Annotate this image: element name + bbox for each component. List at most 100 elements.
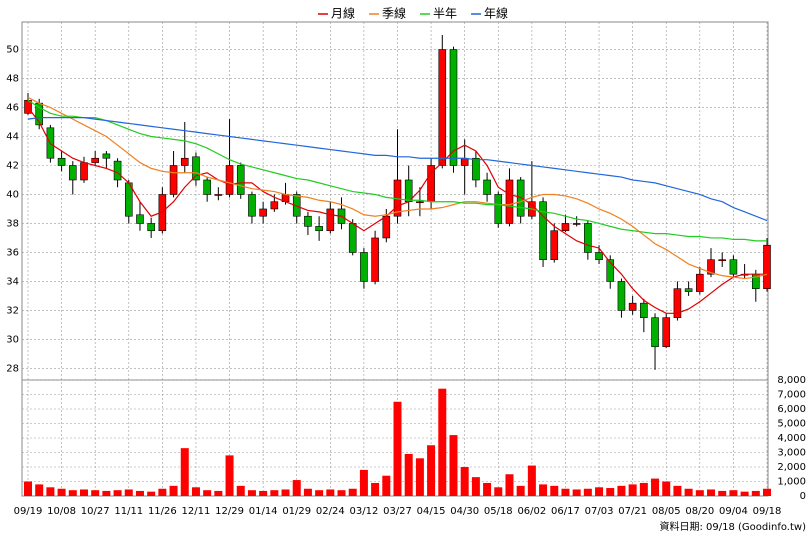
- volume-bar: [695, 490, 704, 496]
- volume-bar: [236, 485, 245, 496]
- volume-tick-label: 7,000: [777, 390, 806, 401]
- volume-bar: [718, 490, 727, 496]
- x-tick-label: 02/24: [316, 506, 345, 517]
- volume-tick-label: 2,000: [777, 462, 806, 473]
- volume-bar: [46, 487, 55, 496]
- candle-body: [315, 226, 323, 232]
- candle-body: [606, 259, 615, 282]
- volume-bar: [483, 482, 492, 496]
- x-tick-label: 07/21: [618, 506, 647, 517]
- volume-bar: [707, 489, 716, 496]
- volume-bar: [572, 489, 581, 496]
- x-tick-label: 12/11: [182, 506, 211, 517]
- candle-body: [113, 160, 122, 181]
- x-tick-label: 09/04: [719, 506, 748, 517]
- volume-bar: [662, 481, 671, 496]
- candle-body: [80, 162, 88, 181]
- candle-body: [651, 317, 659, 347]
- volume-bar: [404, 453, 413, 496]
- volume-bar: [673, 485, 682, 496]
- y-tick-label: 42: [6, 160, 19, 171]
- volume-tick-label: 5,000: [777, 419, 806, 430]
- volume-bar: [427, 445, 436, 496]
- candle-body: [494, 194, 503, 224]
- volume-bar: [191, 487, 200, 496]
- candle-body: [438, 49, 447, 166]
- candle-body: [584, 223, 592, 253]
- volume-bar: [639, 482, 648, 496]
- candle-body: [561, 223, 570, 232]
- volume-bar: [348, 488, 357, 496]
- x-tick-label: 05/18: [484, 506, 513, 517]
- volume-bar: [740, 491, 749, 496]
- volume-bar: [169, 485, 178, 496]
- legend-label: 月線: [331, 6, 355, 21]
- y-tick-label: 30: [6, 334, 19, 345]
- volume-tick-label: 6,000: [777, 404, 806, 415]
- volume-bar: [225, 455, 234, 496]
- candle-body: [371, 237, 379, 282]
- x-tick-label: 03/12: [349, 506, 378, 517]
- volume-tick-label: 0: [800, 491, 806, 502]
- volume-bar: [606, 488, 615, 496]
- x-tick-label: 09/18: [753, 506, 782, 517]
- volume-bar: [415, 458, 424, 496]
- x-tick-label: 06/02: [517, 506, 546, 517]
- candle-body: [136, 214, 144, 224]
- footer: 資料日期: 09/18 (Goodinfo.tw): [659, 520, 806, 533]
- candle-body: [192, 156, 200, 181]
- volume-bar: [561, 488, 570, 496]
- volume-bar: [113, 490, 122, 496]
- x-tick-label: 09/19: [14, 506, 43, 517]
- ma-line: [27, 99, 767, 242]
- volume-bar: [583, 488, 592, 496]
- candle-body: [516, 179, 525, 217]
- volume-bar: [539, 484, 548, 496]
- y-tick-label: 38: [6, 218, 19, 229]
- volume-bar: [751, 490, 760, 496]
- candle-body: [707, 259, 715, 275]
- volume-bar: [292, 480, 301, 496]
- volume-bar: [147, 491, 156, 496]
- volume-bar: [393, 401, 402, 496]
- volume-bar: [628, 484, 637, 496]
- candle-body: [595, 252, 603, 261]
- volume-bar: [438, 388, 447, 496]
- x-tick-label: 12/29: [215, 506, 244, 517]
- x-tick-label: 06/17: [551, 506, 580, 517]
- volume-bar: [382, 475, 391, 496]
- candle-body: [550, 230, 559, 261]
- candle-body: [225, 165, 234, 195]
- volume-bar: [471, 477, 480, 496]
- volume-bar: [259, 490, 268, 496]
- volume-bar: [281, 489, 290, 496]
- volume-bar: [35, 484, 44, 496]
- volume-bar: [102, 490, 111, 496]
- candle-body: [169, 165, 178, 195]
- volume-bar: [91, 490, 100, 496]
- candle-body: [304, 215, 312, 227]
- candle-body: [102, 153, 111, 159]
- y-tick-label: 32: [6, 305, 19, 316]
- candle-body: [68, 165, 77, 181]
- volume-bar: [460, 467, 469, 496]
- volume-bar: [371, 482, 380, 496]
- volume-bar: [68, 490, 77, 496]
- x-tick-label: 10/08: [47, 506, 76, 517]
- candle-body: [472, 157, 480, 181]
- x-tick-label: 11/26: [148, 506, 177, 517]
- candle-body: [640, 302, 648, 318]
- volume-bar: [651, 478, 660, 496]
- candle-body: [382, 215, 391, 239]
- candle-body: [460, 157, 469, 166]
- ma-line: [27, 96, 768, 280]
- ma-line: [27, 107, 767, 314]
- y-tick-label: 40: [6, 189, 19, 200]
- candle-body: [147, 223, 155, 232]
- candle-body: [203, 179, 211, 195]
- y-tick-label: 46: [6, 103, 19, 114]
- candle-body: [696, 273, 704, 292]
- x-tick-label: 07/03: [585, 506, 614, 517]
- legend-label: 年線: [484, 6, 508, 21]
